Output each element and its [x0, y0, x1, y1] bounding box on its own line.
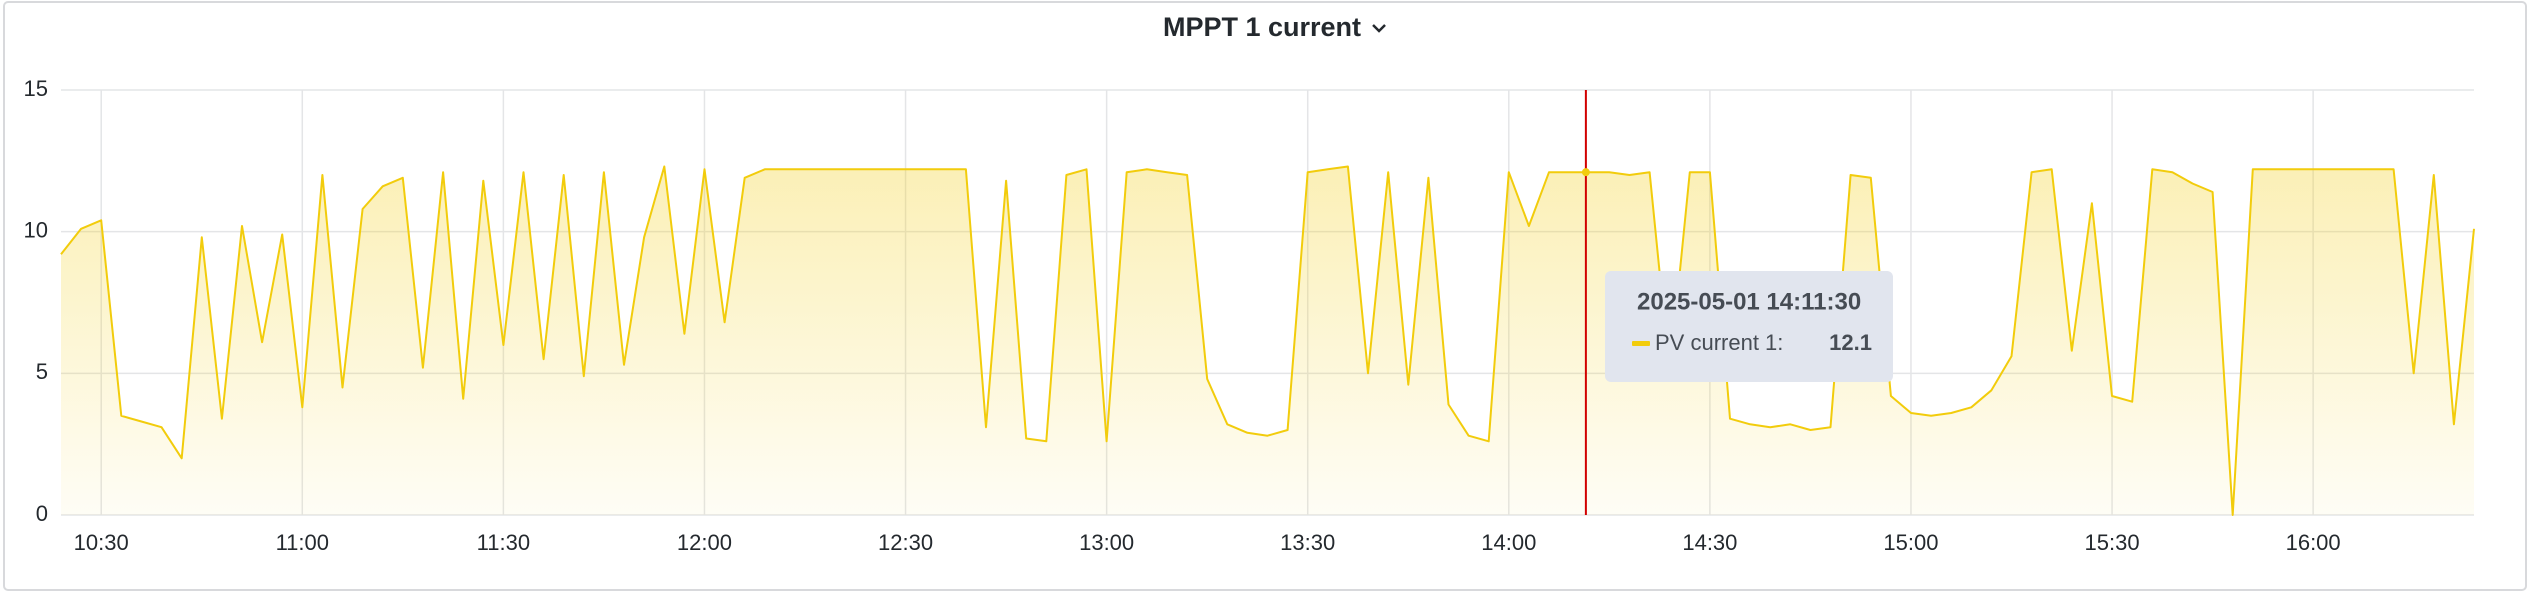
line: [60, 165, 2475, 516]
x-tick-label: 16:00: [2286, 530, 2341, 555]
tooltip-label: PV current 1:: [1655, 330, 1783, 355]
area-fill: [61, 166, 2474, 515]
x-tick-label: 11:30: [477, 530, 530, 555]
x-tick-label: 15:30: [2085, 530, 2140, 555]
x-tick-label: 13:00: [1079, 530, 1134, 555]
y-tick-label: 0: [36, 501, 48, 526]
y-tick-label: 10: [24, 217, 48, 242]
tooltip: 2025-05-01 14:11:30 PV current 1: 12.1: [1605, 271, 1893, 382]
panel-title[interactable]: MPPT 1 current: [1163, 12, 1361, 42]
x-tick-label: 12:30: [878, 530, 933, 555]
tooltip-value: 12.1: [1829, 330, 1872, 355]
x-tick-label: 14:00: [1481, 530, 1536, 555]
hover-point: [1581, 168, 1590, 177]
y-tick-label: 15: [24, 76, 48, 101]
y-tick-label: 5: [36, 359, 48, 384]
x-tick-label: 10:30: [74, 530, 129, 555]
x-tick-label: 11:00: [276, 530, 329, 555]
tooltip-swatch: [1632, 341, 1650, 346]
x-tick-label: 12:00: [677, 530, 732, 555]
tooltip-time: 2025-05-01 14:11:30: [1637, 288, 1861, 315]
plot-area: 0 5 10 15 10:30 11:00 11:30 12:00 12:30 13:00 13:3…: [24, 76, 2475, 555]
x-tick-label: 13:30: [1280, 530, 1335, 555]
x-tick-label: 15:00: [1883, 530, 1938, 555]
x-tick-label: 14:30: [1682, 530, 1737, 555]
tooltip-box: [1605, 271, 1893, 382]
title-menu-icon[interactable]: [1372, 24, 1386, 33]
